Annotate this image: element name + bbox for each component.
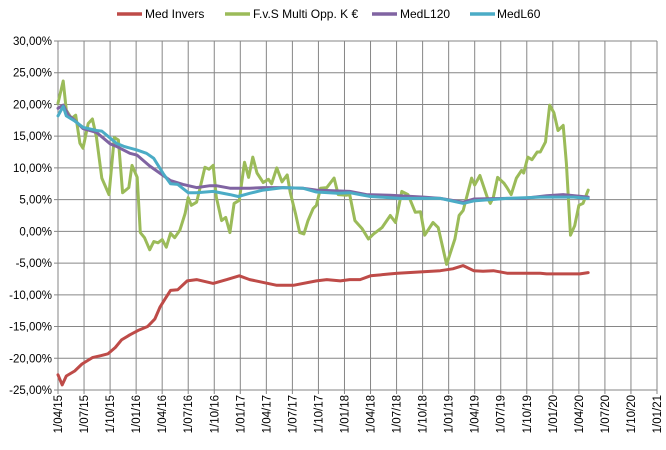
x-tick-label: 1/04/19 xyxy=(470,395,482,433)
series-line-medl60 xyxy=(56,104,590,205)
legend-label-medl60: MedL60 xyxy=(497,7,541,21)
x-axis: 1/04/15 1/07/15 1/10/15 1/01/16 1/04/16 1/07/… xyxy=(53,395,664,433)
x-tick-label: 1/07/15 xyxy=(79,395,91,433)
y-tick-label: 5,00% xyxy=(19,195,52,207)
y-tick-label: 25,00% xyxy=(13,68,52,80)
x-tick-label: 1/01/18 xyxy=(339,395,351,433)
legend-item-med-invers: Med Invers xyxy=(117,7,204,21)
x-tick-label: 1/10/18 xyxy=(418,395,430,433)
y-tick-label: 15,00% xyxy=(13,131,52,143)
y-tick-label: -5,00% xyxy=(16,258,52,270)
series-line-med-invers xyxy=(56,264,590,387)
x-tick-label: 1/04/17 xyxy=(261,395,273,433)
legend-label-med-invers: Med Invers xyxy=(145,7,204,21)
legend-item-medl120: MedL120 xyxy=(372,7,450,21)
legend-label-medl120: MedL120 xyxy=(400,7,450,21)
x-tick-label: 1/01/17 xyxy=(235,395,247,433)
x-tick-label: 1/01/21 xyxy=(652,395,664,433)
x-tick-label: 1/07/17 xyxy=(287,395,299,433)
legend-item-fvs-multi-opp: F.v.S Multi Opp. K € xyxy=(225,7,358,21)
x-tick-label: 1/10/15 xyxy=(105,395,117,433)
x-tick-label: 1/04/15 xyxy=(53,395,65,433)
gridlines xyxy=(54,40,658,394)
x-tick-label: 1/10/17 xyxy=(313,395,325,433)
x-tick-label: 1/04/18 xyxy=(366,395,378,433)
x-tick-label: 1/10/16 xyxy=(209,395,221,433)
y-tick-label: -15,00% xyxy=(9,322,52,334)
x-tick-label: 1/04/20 xyxy=(574,395,586,433)
x-tick-label: 1/07/20 xyxy=(600,395,612,433)
x-tick-label: 1/01/20 xyxy=(548,395,560,433)
x-tick-label: 1/01/19 xyxy=(444,395,456,433)
x-tick-label: 1/10/19 xyxy=(522,395,534,433)
y-axis: 30,00% 25,00% 20,00% 15,00% 10,00% 5,00% 0,00%… xyxy=(9,36,52,397)
series-lines xyxy=(56,79,590,387)
legend: Med Invers F.v.S Multi Opp. K € MedL120 … xyxy=(117,7,541,21)
y-tick-label: -10,00% xyxy=(9,290,52,302)
y-tick-label: -25,00% xyxy=(9,385,52,397)
y-tick-label: 30,00% xyxy=(13,36,52,48)
x-tick-label: 1/07/19 xyxy=(496,395,508,433)
y-tick-label: 20,00% xyxy=(13,99,52,111)
x-tick-label: 1/04/16 xyxy=(157,395,169,433)
y-tick-label: 10,00% xyxy=(13,163,52,175)
y-tick-label: -20,00% xyxy=(9,353,52,365)
legend-label-fvs-multi-opp: F.v.S Multi Opp. K € xyxy=(253,7,358,21)
x-tick-label: 1/07/18 xyxy=(392,395,404,433)
legend-item-medl60: MedL60 xyxy=(470,7,541,21)
x-tick-label: 1/10/20 xyxy=(626,395,638,433)
x-tick-label: 1/07/16 xyxy=(183,395,195,433)
series-line-f-v-s-multi-opp-k xyxy=(56,79,590,266)
y-tick-label: 0,00% xyxy=(19,226,52,238)
x-tick-label: 1/01/16 xyxy=(131,395,143,433)
